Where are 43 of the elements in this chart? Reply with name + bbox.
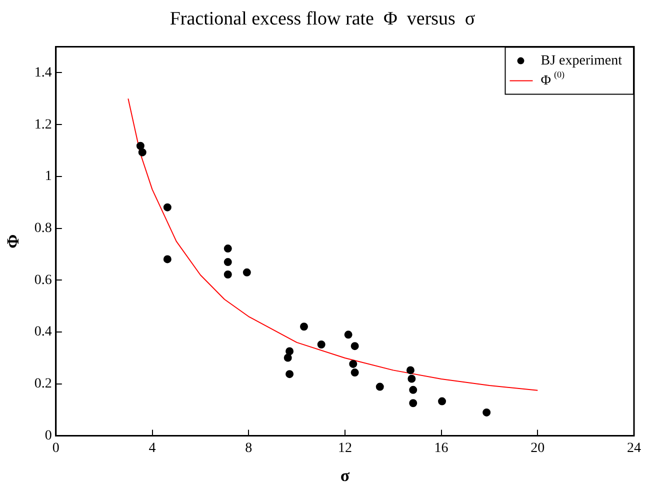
point bbox=[350, 368, 359, 377]
point bbox=[300, 322, 308, 331]
point bbox=[350, 342, 359, 350]
point bbox=[344, 330, 352, 339]
point bbox=[438, 397, 446, 406]
x-tick-label: 20 bbox=[530, 440, 545, 456]
point bbox=[163, 203, 172, 212]
y-tick-label: 1.2 bbox=[34, 117, 52, 132]
point bbox=[224, 270, 232, 278]
point bbox=[138, 148, 146, 156]
x-tick-label: 8 bbox=[245, 440, 252, 456]
point bbox=[406, 366, 414, 374]
y-tick-label: 0.4 bbox=[34, 324, 52, 340]
y-tick-label: 0 bbox=[44, 428, 52, 444]
point bbox=[317, 340, 326, 349]
x-tick-label: 4 bbox=[148, 440, 156, 456]
x-tick-label: 24 bbox=[627, 440, 641, 456]
point bbox=[408, 374, 416, 383]
chart-title: Fractional excess flow rate Φ versus σ bbox=[170, 8, 476, 30]
legend-label: Φ(0) bbox=[540, 70, 565, 88]
point bbox=[286, 370, 294, 378]
point bbox=[286, 347, 294, 356]
y-tick-label: 0.6 bbox=[34, 272, 52, 288]
legend-label: BJ experiment bbox=[540, 53, 622, 68]
point bbox=[349, 360, 358, 368]
x-tick-label: 12 bbox=[338, 440, 352, 456]
point bbox=[224, 258, 232, 266]
point bbox=[482, 408, 491, 416]
point bbox=[136, 142, 144, 150]
point bbox=[376, 382, 384, 391]
point bbox=[224, 244, 232, 253]
y-axis-title: Φ bbox=[4, 234, 23, 248]
point bbox=[284, 354, 292, 362]
point bbox=[409, 399, 418, 408]
point bbox=[242, 268, 251, 276]
x-axis-title: σ bbox=[340, 466, 350, 486]
x-tick-label: 16 bbox=[434, 440, 448, 456]
y-tick-label: 1 bbox=[44, 169, 52, 184]
point bbox=[409, 386, 418, 394]
y-tick-label: 1.4 bbox=[34, 65, 52, 80]
y-tick-label: 0.2 bbox=[34, 376, 52, 392]
point bbox=[163, 255, 172, 264]
y-tick-label: 0.8 bbox=[34, 221, 52, 236]
